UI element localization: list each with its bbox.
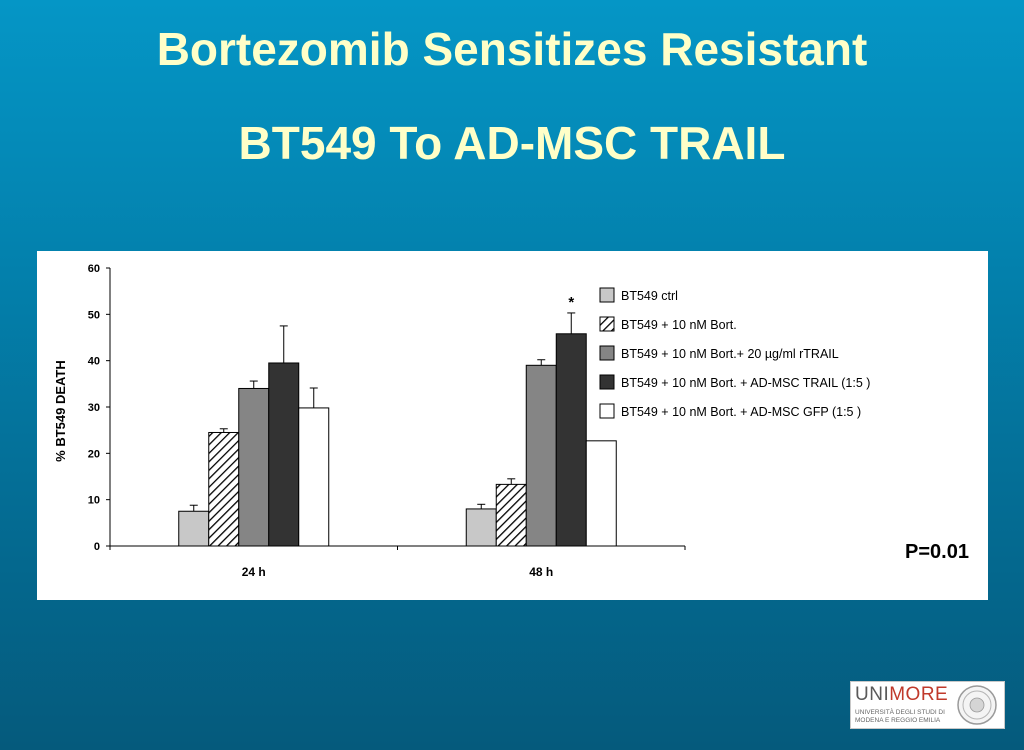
logo-more-text: MORE: [889, 684, 949, 705]
y-tick-label: 30: [88, 402, 100, 414]
y-tick-label: 50: [88, 309, 100, 321]
legend-swatch: [599, 345, 615, 361]
legend-entry: BT549 + 10 nM Bort.: [621, 318, 737, 332]
slide-title-line-1: Bortezomib Sensitizes Resistant: [156, 23, 868, 75]
bar: [555, 333, 587, 547]
y-tick-label: 10: [88, 495, 100, 507]
x-category-label: 48 h: [529, 565, 553, 579]
bar-chart: 0 10 20 30 40 50 60 24 h 48 h * BT549 ctrl BT549 + …: [53, 263, 870, 579]
logo-uni-text: UNI: [855, 684, 890, 705]
slide-title-line-2: BT549 To AD-MSC TRAIL: [238, 117, 786, 169]
bar: [585, 440, 617, 547]
logo-subtitle-line-1: UNIVERSITÀ DEGLI STUDI DI: [855, 709, 945, 716]
legend-swatch: [599, 374, 615, 390]
bar: [238, 387, 270, 547]
chart-panel: 0 10 20 30 40 50 60 24 h 48 h * BT549 ctrl BT549 + …: [37, 251, 988, 600]
legend-entry: BT549 + 10 nM Bort. + AD-MSC GFP (1:5 ): [621, 405, 861, 419]
legend-entry: BT549 + 10 nM Bort. + AD-MSC TRAIL (1:5 …: [621, 376, 870, 390]
bar: [208, 431, 240, 547]
x-category-label: 24 h: [242, 565, 266, 579]
y-tick-label: 0: [94, 541, 100, 553]
bar: [525, 364, 557, 547]
p-value-label: P=0.01: [905, 541, 969, 563]
bar: [178, 510, 210, 547]
y-tick-label: 40: [88, 356, 100, 368]
y-tick-label: 20: [88, 448, 100, 460]
bar: [298, 407, 330, 547]
legend-swatch: [599, 316, 615, 332]
logo-wordmark: UNIMORE: [855, 684, 948, 706]
legend-entry: BT549 ctrl: [621, 289, 678, 303]
university-seal-icon: [957, 685, 997, 725]
legend-swatch: [599, 403, 615, 419]
legend-entry: BT549 + 10 nM Bort.+ 20 µg/ml rTRAIL: [621, 347, 839, 361]
logo-subtitle-line-2: MODENA E REGGIO EMILIA: [855, 717, 941, 724]
bar: [495, 483, 527, 547]
university-logo: UNIMORE UNIVERSITÀ DEGLI STUDI DI MODENA…: [850, 681, 1005, 729]
bar: [268, 362, 300, 547]
y-tick-label: 60: [88, 263, 100, 275]
y-axis-label: % BT549 DEATH: [53, 360, 68, 462]
legend-swatch: [599, 287, 615, 303]
bar: [465, 508, 497, 547]
significance-annotation: *: [568, 294, 574, 311]
